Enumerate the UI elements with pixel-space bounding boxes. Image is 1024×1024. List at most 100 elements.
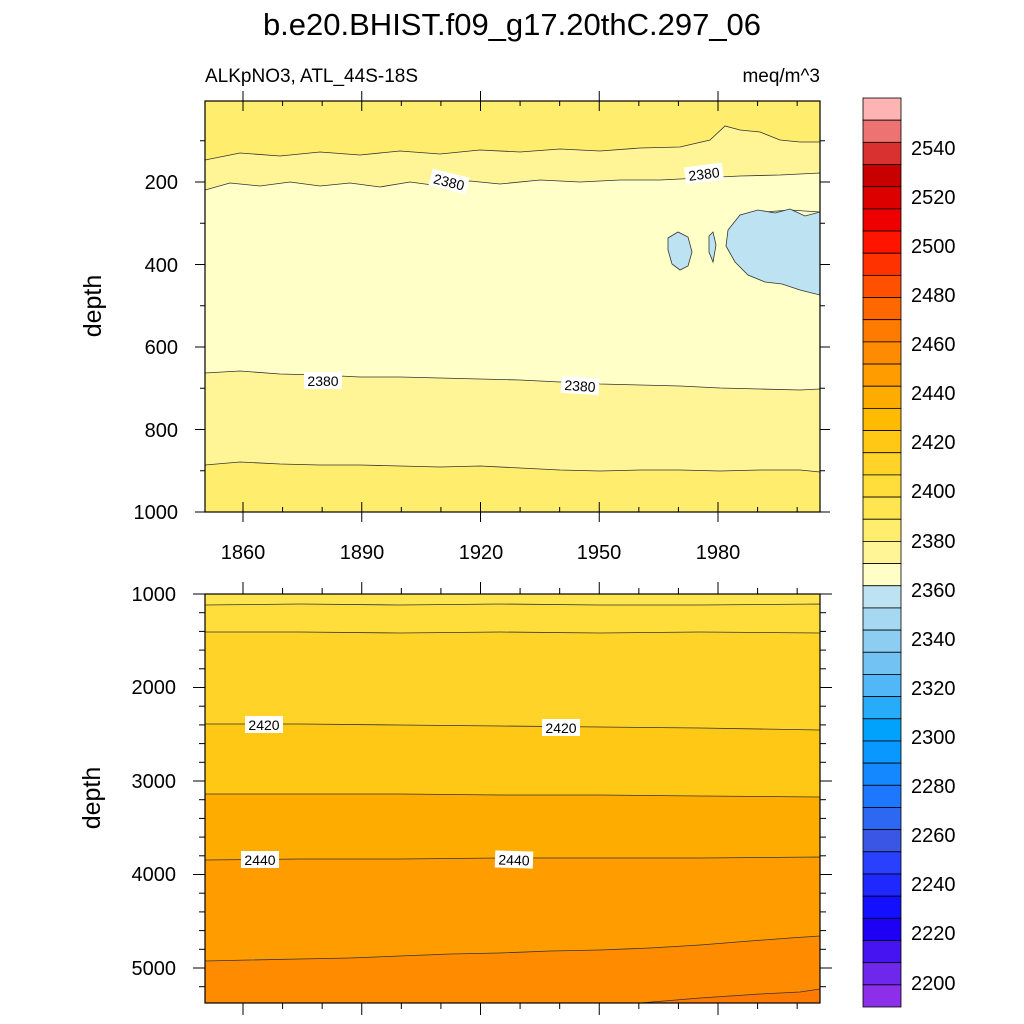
colorbar-box bbox=[862, 607, 902, 631]
colorbar-box bbox=[862, 319, 902, 343]
contour-label: 2420 bbox=[545, 720, 576, 736]
lower-y-axis-label: depth bbox=[78, 767, 106, 830]
contour-label: 2380 bbox=[307, 373, 338, 389]
colorbar-label: 2480 bbox=[911, 285, 956, 307]
colorbar-box bbox=[862, 696, 902, 720]
band-2445-sliver bbox=[639, 988, 820, 1003]
colorbar-label: 2440 bbox=[911, 383, 956, 405]
x-tick-label: 1890 bbox=[340, 542, 385, 564]
x-tick-label: 1980 bbox=[696, 542, 741, 564]
upper-plot-frame bbox=[204, 100, 821, 513]
colorbar-label: 2260 bbox=[911, 825, 956, 847]
colorbar-box bbox=[862, 940, 902, 964]
colorbar-label: 2400 bbox=[911, 481, 956, 503]
colorbar-labels: 2540 2520 2500 2480 2460 2440 2420 2400 … bbox=[911, 138, 956, 995]
low-patch-small bbox=[667, 231, 693, 271]
lower-contour-fill bbox=[205, 594, 820, 1003]
low-patch-sliver bbox=[708, 231, 717, 264]
upper-contour-fill bbox=[205, 101, 820, 512]
colorbar-label: 2520 bbox=[911, 187, 956, 209]
colorbar-box bbox=[862, 518, 902, 542]
contour-label: 2440 bbox=[498, 851, 530, 868]
lower-plot-frame bbox=[204, 593, 821, 1004]
colorbar-box bbox=[862, 829, 902, 853]
colorbar-label: 2240 bbox=[911, 874, 956, 896]
colorbar-box bbox=[862, 541, 902, 564]
low-patch-large bbox=[725, 208, 820, 296]
upper-y-axis-label: depth bbox=[79, 275, 107, 338]
colorbar-box bbox=[862, 141, 902, 165]
colorbar-box bbox=[862, 740, 902, 764]
colorbar-label: 2280 bbox=[911, 776, 956, 798]
colorbar-box bbox=[862, 385, 902, 409]
x-tick-label: 1920 bbox=[459, 542, 504, 564]
colorbar-label: 2380 bbox=[911, 531, 956, 553]
x-tick-label: 1860 bbox=[221, 542, 266, 564]
y-tick-label: 600 bbox=[145, 337, 178, 359]
lower-y-tick-labels: 1000 2000 3000 4000 5000 bbox=[132, 584, 177, 980]
variable-label: ALKpNO3, ATL_44S-18S bbox=[205, 66, 418, 87]
colorbar-label: 2540 bbox=[911, 138, 956, 160]
colorbar-label: 2420 bbox=[911, 432, 956, 454]
contour-label: 2380 bbox=[564, 377, 596, 395]
colorbar-boxes bbox=[862, 97, 902, 1008]
colorbar-box bbox=[862, 474, 902, 498]
y-tick-label: 800 bbox=[145, 420, 178, 442]
colorbar-box bbox=[862, 119, 902, 143]
lower-contour-labels: 2420 2420 2440 2440 bbox=[241, 716, 580, 869]
colorbar: 2540 2520 2500 2480 2460 2440 2420 2400 … bbox=[862, 97, 956, 1008]
colorbar-box bbox=[862, 784, 902, 808]
lower-axis-ticks bbox=[193, 582, 832, 1015]
upper-axis-ticks bbox=[195, 91, 830, 522]
colorbar-box bbox=[862, 297, 902, 321]
colorbar-label: 2340 bbox=[911, 629, 956, 651]
lower-panel: 2420 2420 2440 2440 1000 2000 3000 4000 … bbox=[78, 582, 832, 1015]
colorbar-box bbox=[862, 629, 902, 653]
colorbar-box bbox=[862, 452, 902, 476]
y-tick-label: 1000 bbox=[132, 584, 177, 606]
contour-label: 2380 bbox=[432, 170, 466, 193]
colorbar-box bbox=[862, 917, 902, 941]
colorbar-box bbox=[862, 651, 902, 675]
upper-contour-labels: 2380 2380 2380 2380 bbox=[304, 162, 724, 396]
colorbar-box bbox=[862, 762, 902, 786]
colorbar-box bbox=[862, 674, 902, 698]
colorbar-box bbox=[862, 496, 902, 520]
colorbar-label: 2220 bbox=[911, 923, 956, 945]
colorbar-box bbox=[862, 208, 902, 232]
band-2390-bottom bbox=[205, 461, 820, 512]
colorbar-label: 2360 bbox=[911, 580, 956, 602]
colorbar-label: 2200 bbox=[911, 973, 956, 995]
upper-y-tick-labels: 200 400 600 800 1000 bbox=[134, 172, 179, 524]
colorbar-box bbox=[862, 563, 902, 587]
colorbar-label: 2460 bbox=[911, 334, 956, 356]
colorbar-box bbox=[862, 430, 902, 454]
x-tick-label: 1950 bbox=[577, 542, 622, 564]
contour-label: 2380 bbox=[688, 164, 721, 184]
colorbar-box bbox=[862, 252, 902, 276]
colorbar-box bbox=[862, 274, 902, 298]
colorbar-box bbox=[862, 585, 902, 609]
upper-x-tick-labels: 1860 1890 1920 1950 1980 bbox=[221, 542, 741, 564]
contour-label: 2440 bbox=[244, 852, 275, 868]
colorbar-label: 2300 bbox=[911, 727, 956, 749]
contour-label: 2420 bbox=[248, 717, 279, 733]
y-tick-label: 3000 bbox=[132, 771, 177, 793]
y-tick-label: 400 bbox=[145, 255, 178, 277]
colorbar-box bbox=[862, 363, 902, 387]
upper-panel: 2380 2380 2380 2380 200 400 600 800 1000 bbox=[79, 91, 830, 564]
colorbar-label: 2500 bbox=[911, 236, 956, 258]
y-tick-label: 4000 bbox=[132, 864, 177, 886]
y-tick-label: 1000 bbox=[134, 502, 179, 524]
colorbar-box bbox=[862, 164, 902, 188]
colorbar-box bbox=[862, 97, 902, 121]
colorbar-box bbox=[862, 873, 902, 897]
colorbar-box bbox=[862, 718, 902, 742]
colorbar-box bbox=[862, 851, 902, 875]
chart-title: b.e20.BHIST.f09_g17.20thC.297_06 bbox=[263, 7, 761, 42]
colorbar-box bbox=[862, 341, 902, 365]
band-2440 bbox=[205, 935, 820, 1003]
y-tick-label: 2000 bbox=[132, 677, 177, 699]
colorbar-label: 2320 bbox=[911, 678, 956, 700]
